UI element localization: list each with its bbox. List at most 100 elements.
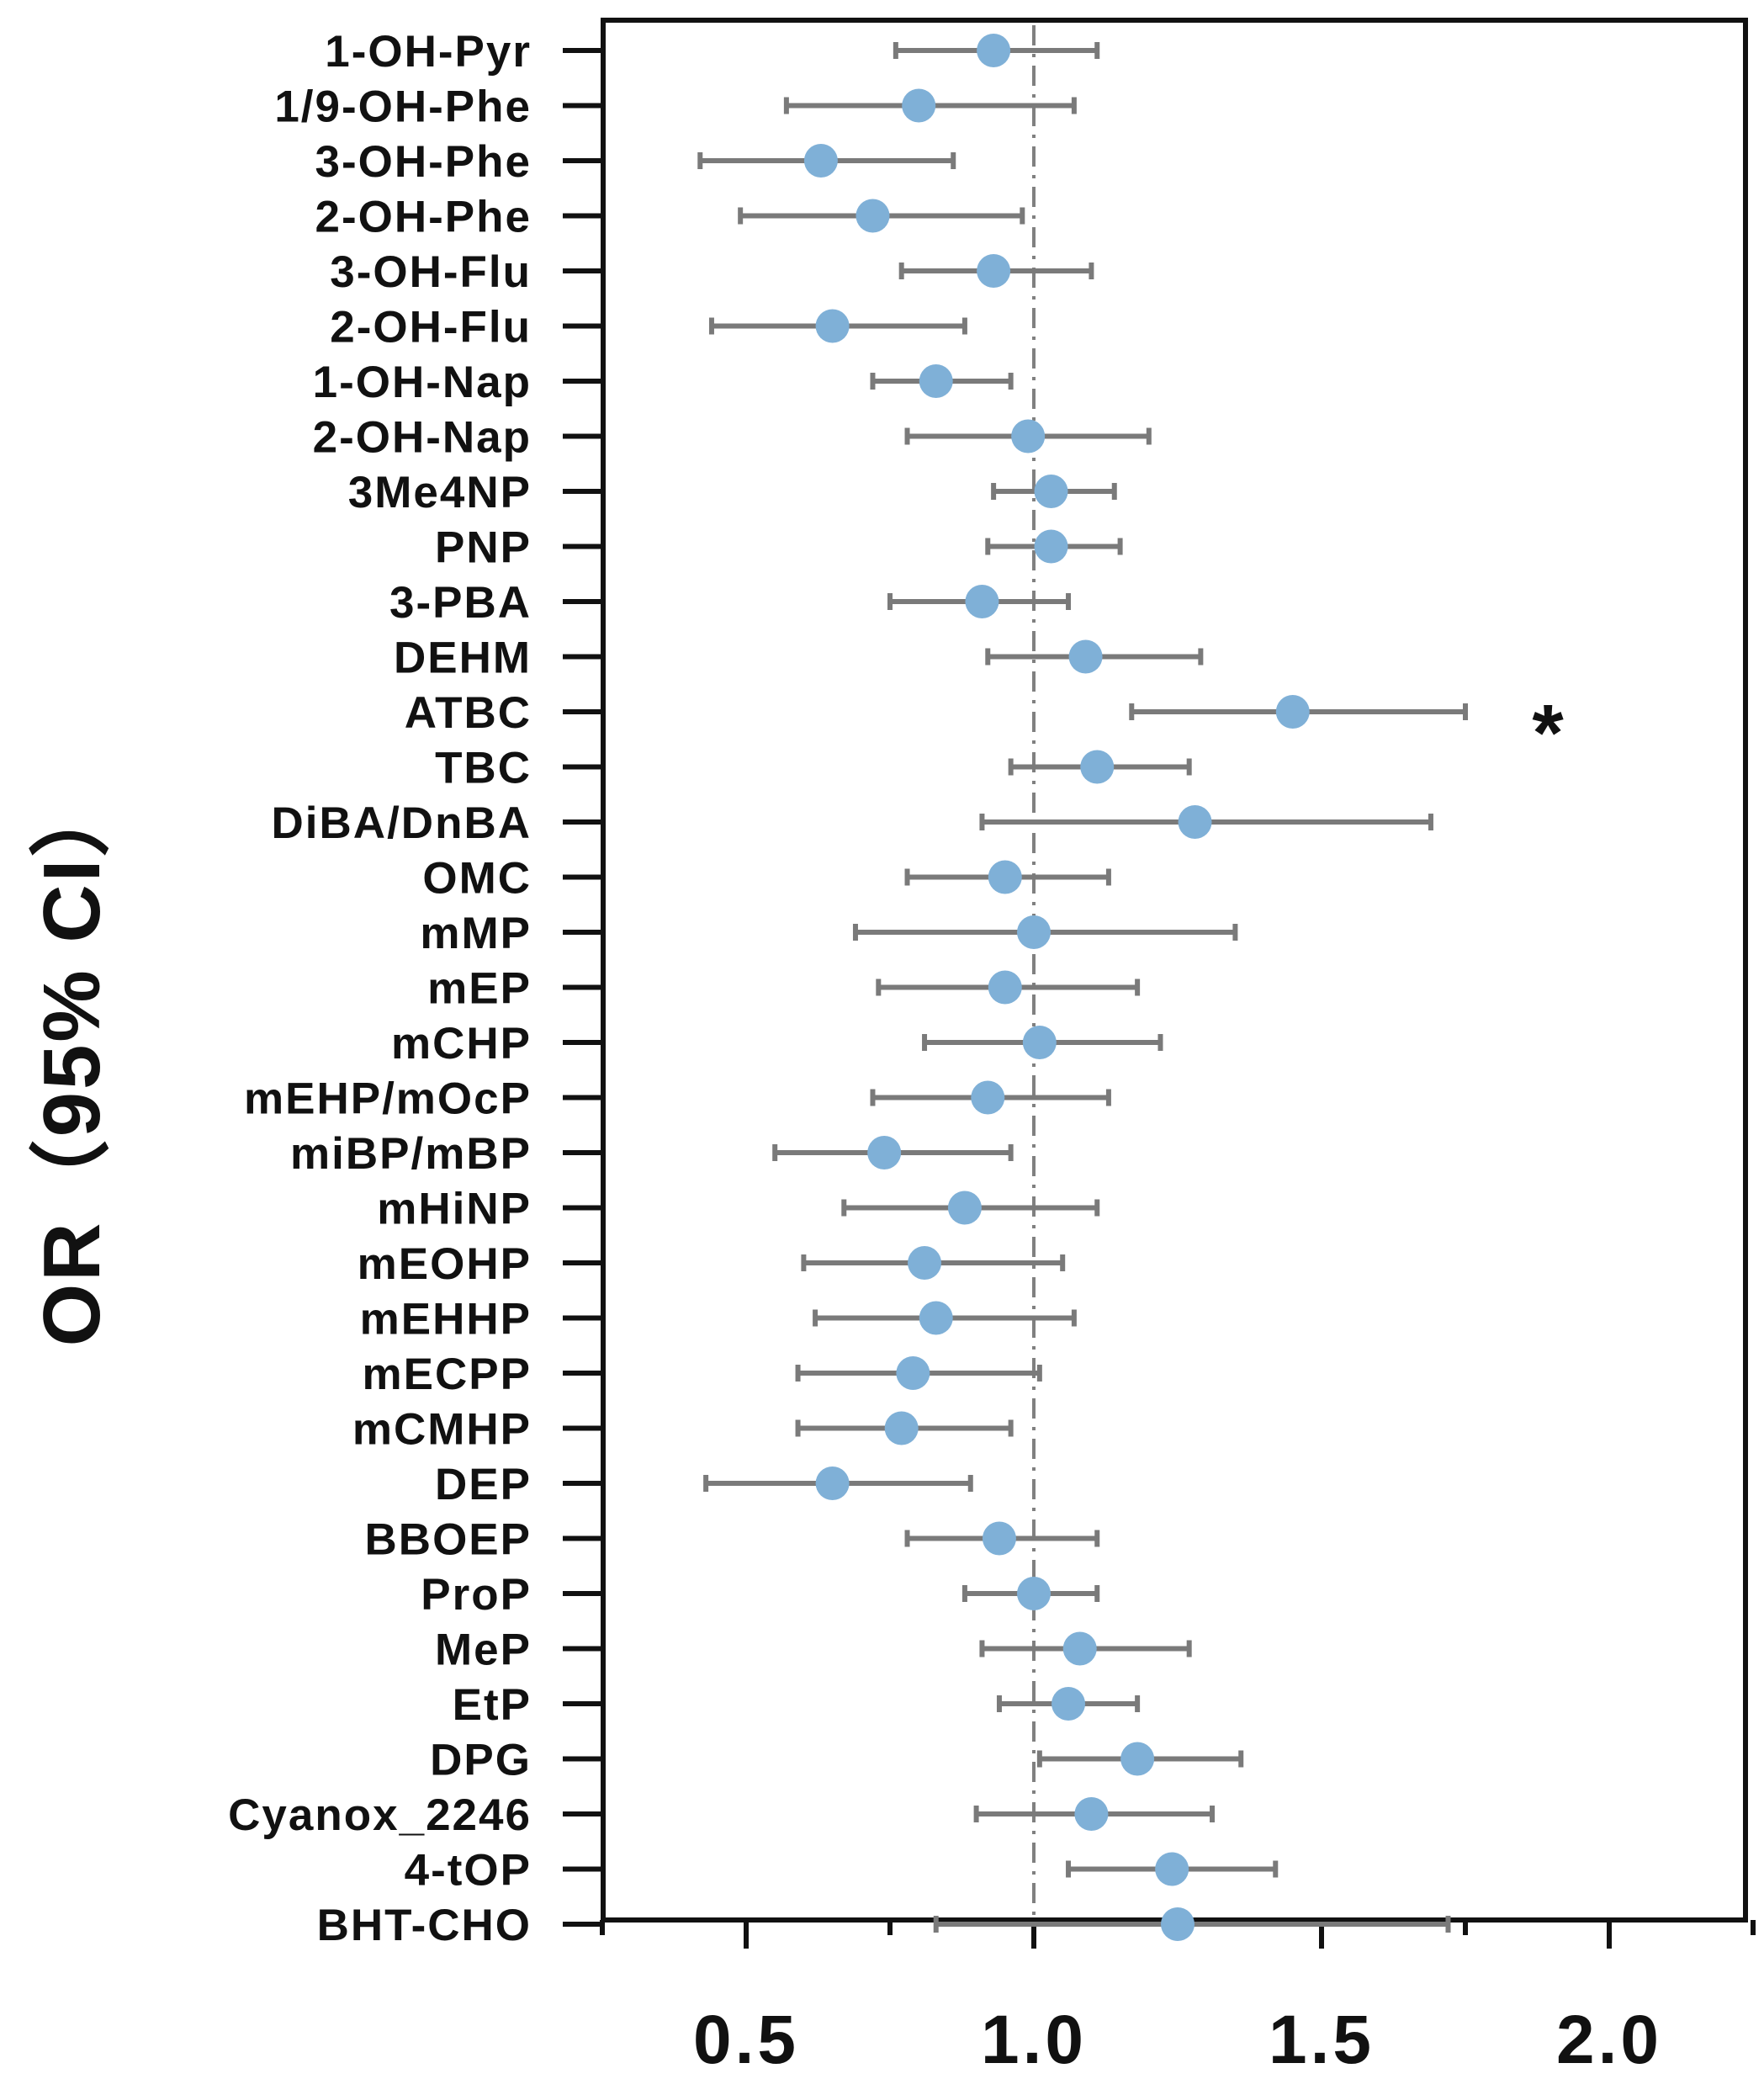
category-label: 1-OH-Pyr [325, 27, 532, 77]
or-point [908, 1246, 942, 1280]
category-label: 3Me4NP [348, 468, 532, 517]
forest-row: 3-OH-Phe [315, 137, 956, 187]
y-axis-title: OR（95% CI） [27, 774, 117, 1347]
category-label: OMC [422, 854, 532, 904]
forest-row: 2-OH-Nap [313, 413, 1152, 463]
category-label: 1-OH-Nap [313, 358, 532, 407]
category-label: mEP [427, 964, 532, 1014]
forest-row: 2-OH-Phe [315, 193, 1025, 242]
forest-row: DPG [430, 1736, 1244, 1785]
category-label: mECPP [363, 1350, 532, 1399]
forest-row: 3-PBA [389, 578, 1072, 628]
forest-row: mEHP/mOcP [244, 1074, 1111, 1124]
or-point [947, 1191, 982, 1225]
x-axis-ticks: 0.5 1.0 1.5 2.0 [600, 1920, 1756, 2078]
forest-row: 1-OH-Pyr [325, 27, 1100, 77]
category-label: mMP [420, 909, 532, 958]
or-point [1062, 1631, 1097, 1666]
or-point [919, 364, 953, 398]
forest-row: BBOEP [365, 1515, 1100, 1565]
category-label: DEP [435, 1460, 532, 1509]
category-label: EtP [453, 1680, 532, 1730]
or-point [884, 1411, 919, 1445]
or-point [815, 309, 850, 343]
category-label: 3-OH-Flu [330, 247, 532, 297]
forest-row: miBP/mBP [290, 1129, 1014, 1179]
or-point [1178, 805, 1212, 839]
plot-frame [601, 18, 1748, 1923]
forest-row: mECPP [363, 1350, 1042, 1399]
category-label: 2-OH-Phe [315, 193, 532, 242]
forest-row: EtP [453, 1680, 1141, 1730]
category-label: miBP/mBP [290, 1129, 532, 1179]
or-point [1068, 639, 1103, 674]
or-point [1074, 1797, 1109, 1831]
category-label: mCMHP [352, 1405, 532, 1455]
forest-row: DEHM [394, 634, 1204, 683]
category-label: mCHP [391, 1019, 532, 1069]
category-label: mHiNP [377, 1185, 532, 1234]
or-point [1034, 475, 1068, 508]
category-label: 3-OH-Phe [315, 137, 532, 187]
forest-row: DEP [435, 1460, 973, 1509]
category-label: mEHP/mOcP [244, 1074, 532, 1124]
forest-row: 3Me4NP [348, 468, 1117, 517]
category-label: 3-PBA [389, 578, 532, 628]
forest-row: mEP [427, 964, 1141, 1014]
forest-row: DiBA/DnBA [272, 798, 1433, 848]
or-point [977, 34, 1011, 67]
or-point [977, 254, 1011, 288]
x-tick-label: 2.0 [1556, 2002, 1662, 2078]
category-label: MeP [435, 1626, 532, 1675]
or-point [971, 1080, 1005, 1115]
category-label: 1/9-OH-Phe [274, 82, 532, 132]
or-point [1161, 1907, 1195, 1941]
forest-row: mCMHP [352, 1405, 1014, 1455]
or-point [867, 1136, 902, 1169]
forest-row: Cyanox_2246 [228, 1790, 1216, 1840]
category-label: DPG [430, 1736, 532, 1785]
forest-row: 2-OH-Flu [330, 303, 967, 353]
forest-row: 4-tOP [405, 1846, 1279, 1896]
category-label: 2-OH-Flu [330, 303, 532, 353]
or-point [988, 860, 1022, 894]
forest-row: mEHHP [360, 1295, 1077, 1344]
category-label: BHT-CHO [317, 1901, 532, 1950]
forest-row: ProP [421, 1570, 1100, 1620]
category-label: DEHM [394, 634, 532, 683]
or-point [856, 199, 890, 233]
category-label: mEHHP [360, 1295, 532, 1344]
forest-row: BHT-CHO [317, 1901, 1451, 1950]
or-point [1080, 750, 1115, 784]
or-point [1155, 1852, 1189, 1886]
forest-row: 3-OH-Flu [330, 247, 1094, 297]
forest-row: 1/9-OH-Phe [274, 82, 1077, 132]
category-label: mEOHP [358, 1239, 532, 1289]
forest-row: ATBC [405, 688, 1468, 738]
or-point [803, 144, 838, 178]
or-point [965, 585, 999, 618]
category-label: BBOEP [365, 1515, 532, 1565]
or-point [982, 1521, 1016, 1556]
category-label: TBC [435, 744, 532, 793]
forest-row: OMC [422, 854, 1111, 904]
forest-row: mEOHP [358, 1239, 1066, 1289]
forest-row: 1-OH-Nap [313, 358, 1014, 407]
or-point [896, 1356, 930, 1390]
forest-row: mMP [420, 909, 1238, 958]
or-point [902, 88, 936, 123]
category-label: 2-OH-Nap [313, 413, 532, 463]
significance-asterisk: * [1532, 688, 1564, 778]
category-label: ATBC [405, 688, 532, 738]
x-tick-label: 1.5 [1269, 2002, 1375, 2078]
or-point [1275, 695, 1310, 729]
category-label: PNP [435, 523, 532, 573]
category-label: DiBA/DnBA [272, 798, 532, 848]
or-point [1022, 1026, 1057, 1059]
forest-row: mCHP [391, 1019, 1163, 1069]
or-point [1052, 1687, 1086, 1721]
forest-row: mHiNP [377, 1185, 1100, 1234]
or-point [919, 1301, 953, 1335]
